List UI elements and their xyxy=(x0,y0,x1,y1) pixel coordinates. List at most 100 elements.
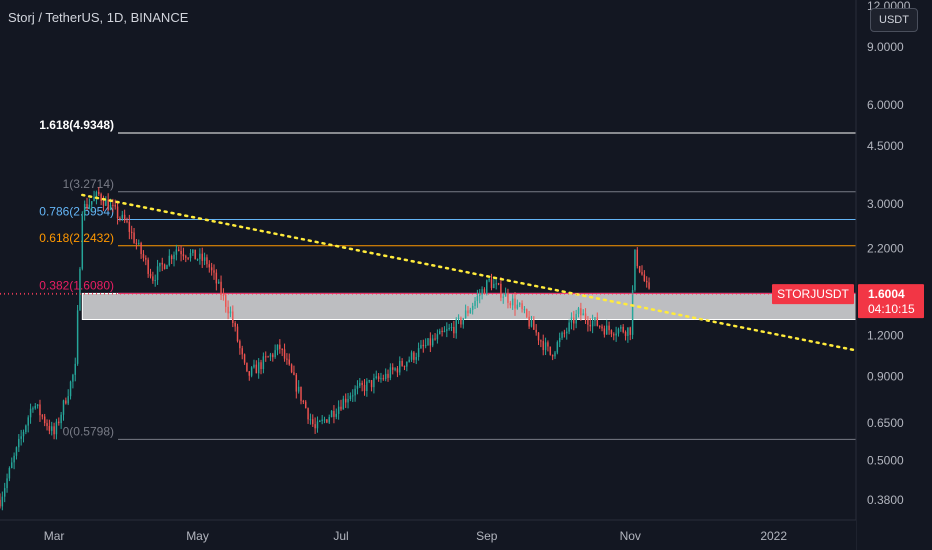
candle xyxy=(260,359,262,375)
candle xyxy=(170,254,173,265)
candle xyxy=(580,302,582,321)
chart-title: Storj / TetherUS, 1D, BINANCE xyxy=(8,10,189,25)
candle xyxy=(189,249,192,262)
candle xyxy=(330,410,333,418)
candle xyxy=(3,482,6,503)
candle xyxy=(326,418,328,424)
candle xyxy=(316,416,319,433)
candle xyxy=(537,332,540,346)
candle xyxy=(568,319,570,335)
candle xyxy=(206,254,208,268)
candle xyxy=(488,277,490,283)
candle xyxy=(603,325,606,338)
candle xyxy=(544,337,547,356)
candle xyxy=(29,403,32,424)
candle xyxy=(471,302,474,315)
candle xyxy=(394,367,396,372)
candles xyxy=(0,187,650,511)
candle xyxy=(408,356,410,363)
candle xyxy=(500,276,502,302)
candle xyxy=(627,327,629,343)
candle xyxy=(229,306,232,318)
candle xyxy=(596,312,599,327)
candle xyxy=(462,317,465,329)
candle xyxy=(272,352,274,362)
candle xyxy=(420,340,422,349)
candle xyxy=(502,292,504,304)
candle xyxy=(370,379,373,392)
candle xyxy=(490,273,493,291)
candle xyxy=(634,249,636,292)
candle xyxy=(352,389,354,403)
candle xyxy=(107,193,109,211)
fib-label: 0.786(2.6954) xyxy=(39,205,114,219)
candle xyxy=(20,429,22,446)
candle xyxy=(648,277,650,290)
candle xyxy=(631,285,634,340)
candle xyxy=(528,310,530,329)
candle xyxy=(274,344,276,359)
candle xyxy=(582,309,584,316)
candle xyxy=(121,210,124,222)
candle xyxy=(427,338,429,346)
price-axis-bg xyxy=(856,0,932,550)
time-tick-label: Nov xyxy=(620,529,641,543)
candle xyxy=(8,466,11,482)
candle xyxy=(483,287,486,294)
candle xyxy=(636,247,639,269)
candle xyxy=(67,389,69,406)
currency-button[interactable]: USDT xyxy=(870,8,918,32)
candle xyxy=(194,249,196,260)
candle xyxy=(265,351,267,362)
candle xyxy=(88,198,91,210)
candle xyxy=(128,214,131,240)
candle xyxy=(521,300,523,313)
time-axis[interactable]: Mar May Jul Sep Nov 2022 xyxy=(0,519,856,550)
candle xyxy=(180,245,182,262)
price-tick-label: 6.0000 xyxy=(867,98,904,112)
price-tick-label: 4.5000 xyxy=(867,139,904,153)
candle xyxy=(76,304,79,366)
candle xyxy=(147,257,149,278)
candle xyxy=(187,257,189,261)
time-axis-bg xyxy=(0,520,856,550)
fib-levels: 1.618(4.9348) 1(3.2714) 0.786(2.6954) 0.618… xyxy=(0,118,857,440)
candle xyxy=(62,399,65,421)
candle xyxy=(401,358,403,367)
candle xyxy=(232,305,234,328)
price-tick-label: 0.5000 xyxy=(867,454,904,468)
candle xyxy=(79,266,81,311)
candle xyxy=(239,339,241,355)
candle xyxy=(566,327,568,340)
candle xyxy=(74,357,76,382)
candle xyxy=(406,361,408,372)
candle xyxy=(27,415,29,433)
candle xyxy=(608,321,610,335)
candle xyxy=(199,248,201,265)
candle xyxy=(467,306,469,317)
candle xyxy=(288,353,290,366)
candle xyxy=(573,310,575,331)
candle xyxy=(523,306,526,314)
candle xyxy=(641,265,643,276)
candle xyxy=(159,262,161,272)
candle xyxy=(1,491,4,511)
time-tick-label: Jul xyxy=(333,529,348,543)
price-tick-label: 0.9000 xyxy=(867,369,904,383)
symbol-badge xyxy=(772,284,854,305)
candle xyxy=(436,329,439,344)
candle xyxy=(34,402,37,410)
last-price-badge xyxy=(858,284,924,319)
candle xyxy=(577,306,580,318)
price-axis[interactable]: 12.00009.00006.00004.50003.00002.20001.2… xyxy=(855,0,932,550)
candle xyxy=(297,380,300,394)
candle xyxy=(359,378,361,388)
candle xyxy=(575,309,577,329)
candle xyxy=(253,359,255,369)
candle xyxy=(629,326,631,341)
candle xyxy=(356,380,359,395)
price-tick-label: 0.3800 xyxy=(867,493,904,507)
candle xyxy=(493,278,495,289)
candle xyxy=(514,292,516,316)
